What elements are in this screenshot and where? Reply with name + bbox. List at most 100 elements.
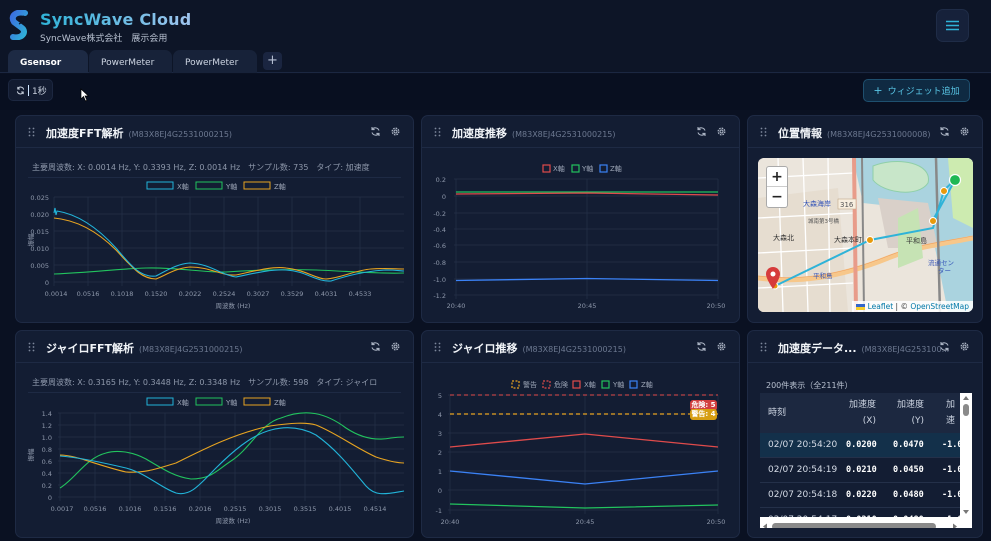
svg-text:Z軸: Z軸 (274, 398, 286, 407)
refresh-interval-select[interactable]: 1秒 (8, 79, 53, 101)
widget-location: 位置情報 (M83X8EJ4G2531000008) 316 大森海岸 大森北 (747, 115, 983, 323)
tab-powermeter-1[interactable]: PowerMeter (89, 50, 172, 73)
gyro-fft-chart[interactable]: X軸 Y軸 Z軸 1.4 1.2 1.0 0.8 0.6 0.4 0.2 0 0.0017 0.… (16, 393, 414, 538)
vertical-scrollbar[interactable] (960, 393, 972, 528)
map-tiles[interactable]: 316 大森海岸 大森北 大森本町 平和島 流通セン ター 平和島 城南第3号橋 (758, 158, 973, 312)
svg-text:0.1520: 0.1520 (145, 290, 168, 298)
svg-text:0.2515: 0.2515 (224, 505, 247, 513)
gear-icon[interactable] (716, 126, 727, 137)
svg-text:0.0516: 0.0516 (77, 290, 100, 298)
col-header-acc-x[interactable]: 加速度 (X) (848, 400, 876, 426)
col-header-acc-z[interactable]: 加速 (946, 400, 956, 426)
add-widget-label: ウィジェット追加 (887, 87, 960, 97)
tab-gsensor[interactable]: Gsensor (8, 50, 88, 73)
ukraine-flag-icon (856, 304, 866, 310)
chart-legend[interactable]: 警告 危険 X軸 Y軸 Z軸 (511, 380, 653, 389)
widget-title: ジャイロ推移 (452, 342, 518, 355)
device-id: (M83X8EJ4G2531000215) (522, 345, 626, 354)
gear-icon[interactable] (959, 126, 970, 137)
svg-text:0: 0 (442, 193, 446, 201)
svg-text:X軸: X軸 (553, 164, 565, 173)
danger-threshold-badge: 危険: 5 (690, 400, 717, 411)
svg-text:20:50: 20:50 (707, 518, 726, 526)
svg-text:3: 3 (438, 430, 442, 438)
drag-handle-icon[interactable] (434, 127, 441, 137)
current-location-marker[interactable] (948, 173, 962, 187)
svg-text:20:50: 20:50 (707, 302, 726, 310)
refresh-icon[interactable] (696, 126, 707, 137)
svg-text:0.3015: 0.3015 (259, 505, 282, 513)
table-row[interactable]: 02/07 20:54:18 0.0220 0.0480 -1.01 (760, 483, 968, 508)
refresh-icon[interactable] (939, 126, 950, 137)
gear-icon[interactable] (716, 341, 727, 352)
fft-summary: 主要周波数: X: 0.3165 Hz, Y: 0.3448 Hz, Z: 0.… (32, 378, 378, 387)
zoom-in-button[interactable]: + (767, 167, 787, 187)
svg-text:1.4: 1.4 (42, 410, 52, 418)
acc-fft-chart[interactable]: X軸 Y軸 Z軸 0.025 0.020 0.015 0.010 0.005 0 0.00… (16, 178, 414, 323)
fft-summary: 主要周波数: X: 0.0014 Hz, Y: 0.3393 Hz, Z: 0.… (32, 163, 370, 172)
refresh-icon[interactable] (370, 126, 381, 137)
chart-legend[interactable]: X軸 Y軸 Z軸 (146, 181, 286, 191)
svg-text:-1.2: -1.2 (433, 292, 446, 300)
svg-text:警告: 警告 (523, 380, 537, 389)
osm-link[interactable]: OpenStreetMap (910, 302, 969, 311)
tab-powermeter-2[interactable]: PowerMeter (173, 50, 257, 73)
col-header-time[interactable]: 時刻 (768, 408, 787, 418)
svg-text:20:40: 20:40 (441, 518, 460, 526)
device-id: (M83X8EJ4G253100... (861, 345, 950, 354)
svg-text:0.2022: 0.2022 (179, 290, 202, 298)
svg-text:0.3515: 0.3515 (294, 505, 317, 513)
svg-text:0.8: 0.8 (42, 446, 52, 454)
refresh-icon[interactable] (696, 341, 707, 352)
svg-text:城南第3号橋: 城南第3号橋 (808, 217, 839, 225)
svg-text:0: 0 (48, 494, 52, 502)
svg-text:X軸: X軸 (177, 182, 189, 191)
svg-text:-0.2: -0.2 (433, 210, 446, 218)
map-view[interactable]: 316 大森海岸 大森北 大森本町 平和島 流通セン ター 平和島 城南第3号橋… (758, 158, 973, 312)
gear-icon[interactable] (390, 126, 401, 137)
drag-handle-icon[interactable] (760, 342, 767, 352)
svg-text:0.015: 0.015 (30, 228, 49, 236)
refresh-interval-value: 1秒 (32, 86, 47, 97)
acc-trend-chart[interactable]: X軸 Y軸 Z軸 0.2 0 -0.2 -0.4 -0.6 -0.8 -1.0 -1.2 20… (422, 156, 740, 323)
svg-text:0.2524: 0.2524 (213, 290, 236, 298)
svg-text:-0.4: -0.4 (433, 226, 446, 234)
widget-header: ジャイロFFT解析 (M83X8EJ4G2531000215) (16, 331, 413, 363)
drag-handle-icon[interactable] (434, 342, 441, 352)
route-path (774, 179, 956, 287)
drag-handle-icon[interactable] (28, 342, 35, 352)
svg-text:0: 0 (438, 487, 442, 495)
gear-icon[interactable] (959, 341, 970, 352)
svg-text:X軸: X軸 (584, 380, 596, 389)
chart-legend[interactable]: X軸 Y軸 Z軸 (146, 397, 286, 407)
zoom-out-button[interactable]: − (771, 189, 783, 205)
gear-icon[interactable] (390, 341, 401, 352)
refresh-icon[interactable] (939, 341, 950, 352)
table-row[interactable]: 02/07 20:54:19 0.0210 0.0450 -1.02 (760, 458, 968, 483)
widget-header: ジャイロ推移 (M83X8EJ4G2531000215) (422, 331, 739, 363)
drag-handle-icon[interactable] (760, 127, 767, 137)
horizontal-scrollbar[interactable] (760, 517, 960, 528)
menu-button[interactable] (936, 9, 969, 42)
device-id: (M83X8EJ4G2531000008) (827, 130, 931, 139)
add-tab-button[interactable]: + (263, 52, 282, 70)
table-row[interactable]: 02/07 20:54:20 0.0200 0.0470 -1.02 (760, 433, 968, 458)
svg-text:平和島: 平和島 (906, 236, 927, 245)
data-table[interactable]: 時刻 加速度 (X) 加速度 (Y) 加速 02/07 20:54:20 0.020… (760, 393, 972, 528)
gyro-trend-chart[interactable]: 警告 危険 X軸 Y軸 Z軸 5 4 3 2 1 0 -1 20:40 20:45 20:50 (422, 371, 740, 538)
svg-text:20:45: 20:45 (578, 302, 597, 310)
svg-text:1.0: 1.0 (42, 434, 52, 442)
refresh-icon[interactable] (370, 341, 381, 352)
drag-handle-icon[interactable] (28, 127, 35, 137)
add-widget-button[interactable]: + ウィジェット追加 (863, 79, 970, 102)
toolbar: 1秒 (0, 74, 991, 110)
svg-text:-0.6: -0.6 (433, 242, 446, 250)
svg-text:0.005: 0.005 (30, 262, 49, 270)
chart-legend[interactable]: X軸 Y軸 Z軸 (542, 164, 622, 173)
map-attribution: Leaflet | © OpenStreetMap (852, 301, 973, 312)
leaflet-link[interactable]: Leaflet (867, 302, 894, 311)
start-pin-icon[interactable] (766, 267, 780, 289)
col-header-acc-y[interactable]: 加速度 (Y) (896, 400, 924, 426)
device-id: (M83X8EJ4G2531000215) (512, 130, 616, 139)
svg-text:0.4: 0.4 (42, 470, 52, 478)
